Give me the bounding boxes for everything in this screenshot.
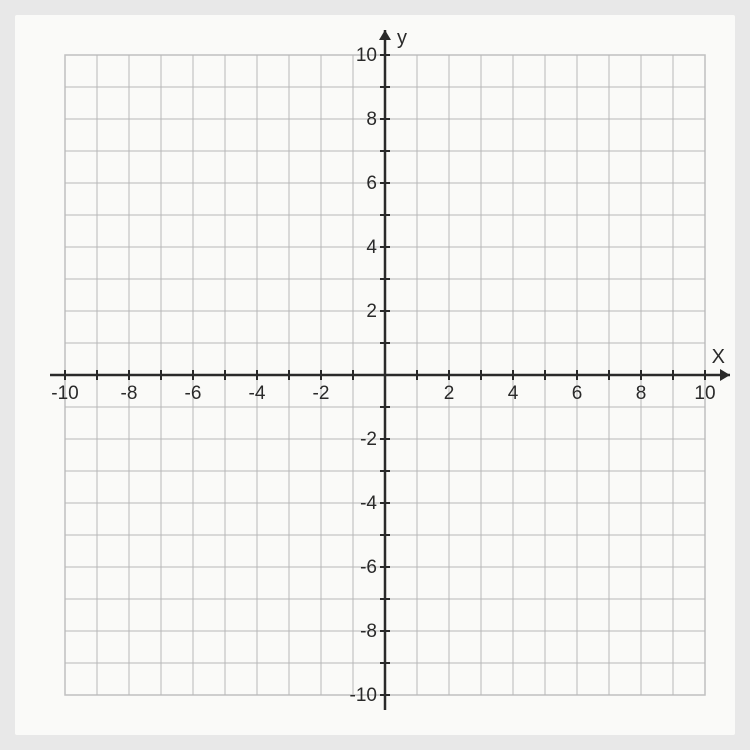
y-tick-label: 10	[356, 45, 377, 66]
x-tick-label: 6	[572, 383, 583, 404]
x-tick-label: 10	[694, 383, 715, 404]
x-tick-label: 2	[444, 383, 455, 404]
y-axis-label: y	[397, 27, 407, 49]
x-axis-label: X	[712, 346, 725, 368]
x-axis-arrow	[720, 369, 730, 381]
y-tick-label: -6	[360, 557, 377, 578]
y-tick-label: 8	[366, 109, 377, 130]
x-tick-label: -4	[249, 383, 266, 404]
x-tick-label: -6	[185, 383, 202, 404]
y-tick-label: -10	[350, 685, 377, 706]
grid-svg: -10 -8 -6 -4 -2 2 4 6 8 10 -10 -8 -6 -4 -2 2 4 6 8 10 Xy	[15, 15, 735, 735]
y-tick-label: -2	[360, 429, 377, 450]
y-tick-label: 6	[366, 173, 377, 194]
x-tick-label: 4	[508, 383, 519, 404]
x-tick-label: -8	[121, 383, 138, 404]
coordinate-grid-chart: -10 -8 -6 -4 -2 2 4 6 8 10 -10 -8 -6 -4 -2 2 4 6 8 10 Xy	[15, 15, 735, 735]
y-tick-label: 2	[366, 301, 377, 322]
y-tick-label: -4	[360, 493, 377, 514]
y-tick-label: -8	[360, 621, 377, 642]
y-axis-arrow	[379, 30, 391, 40]
x-tick-label: 8	[636, 383, 647, 404]
x-tick-label: -2	[313, 383, 330, 404]
y-tick-label: 4	[366, 237, 377, 258]
x-tick-label: -10	[51, 383, 78, 404]
